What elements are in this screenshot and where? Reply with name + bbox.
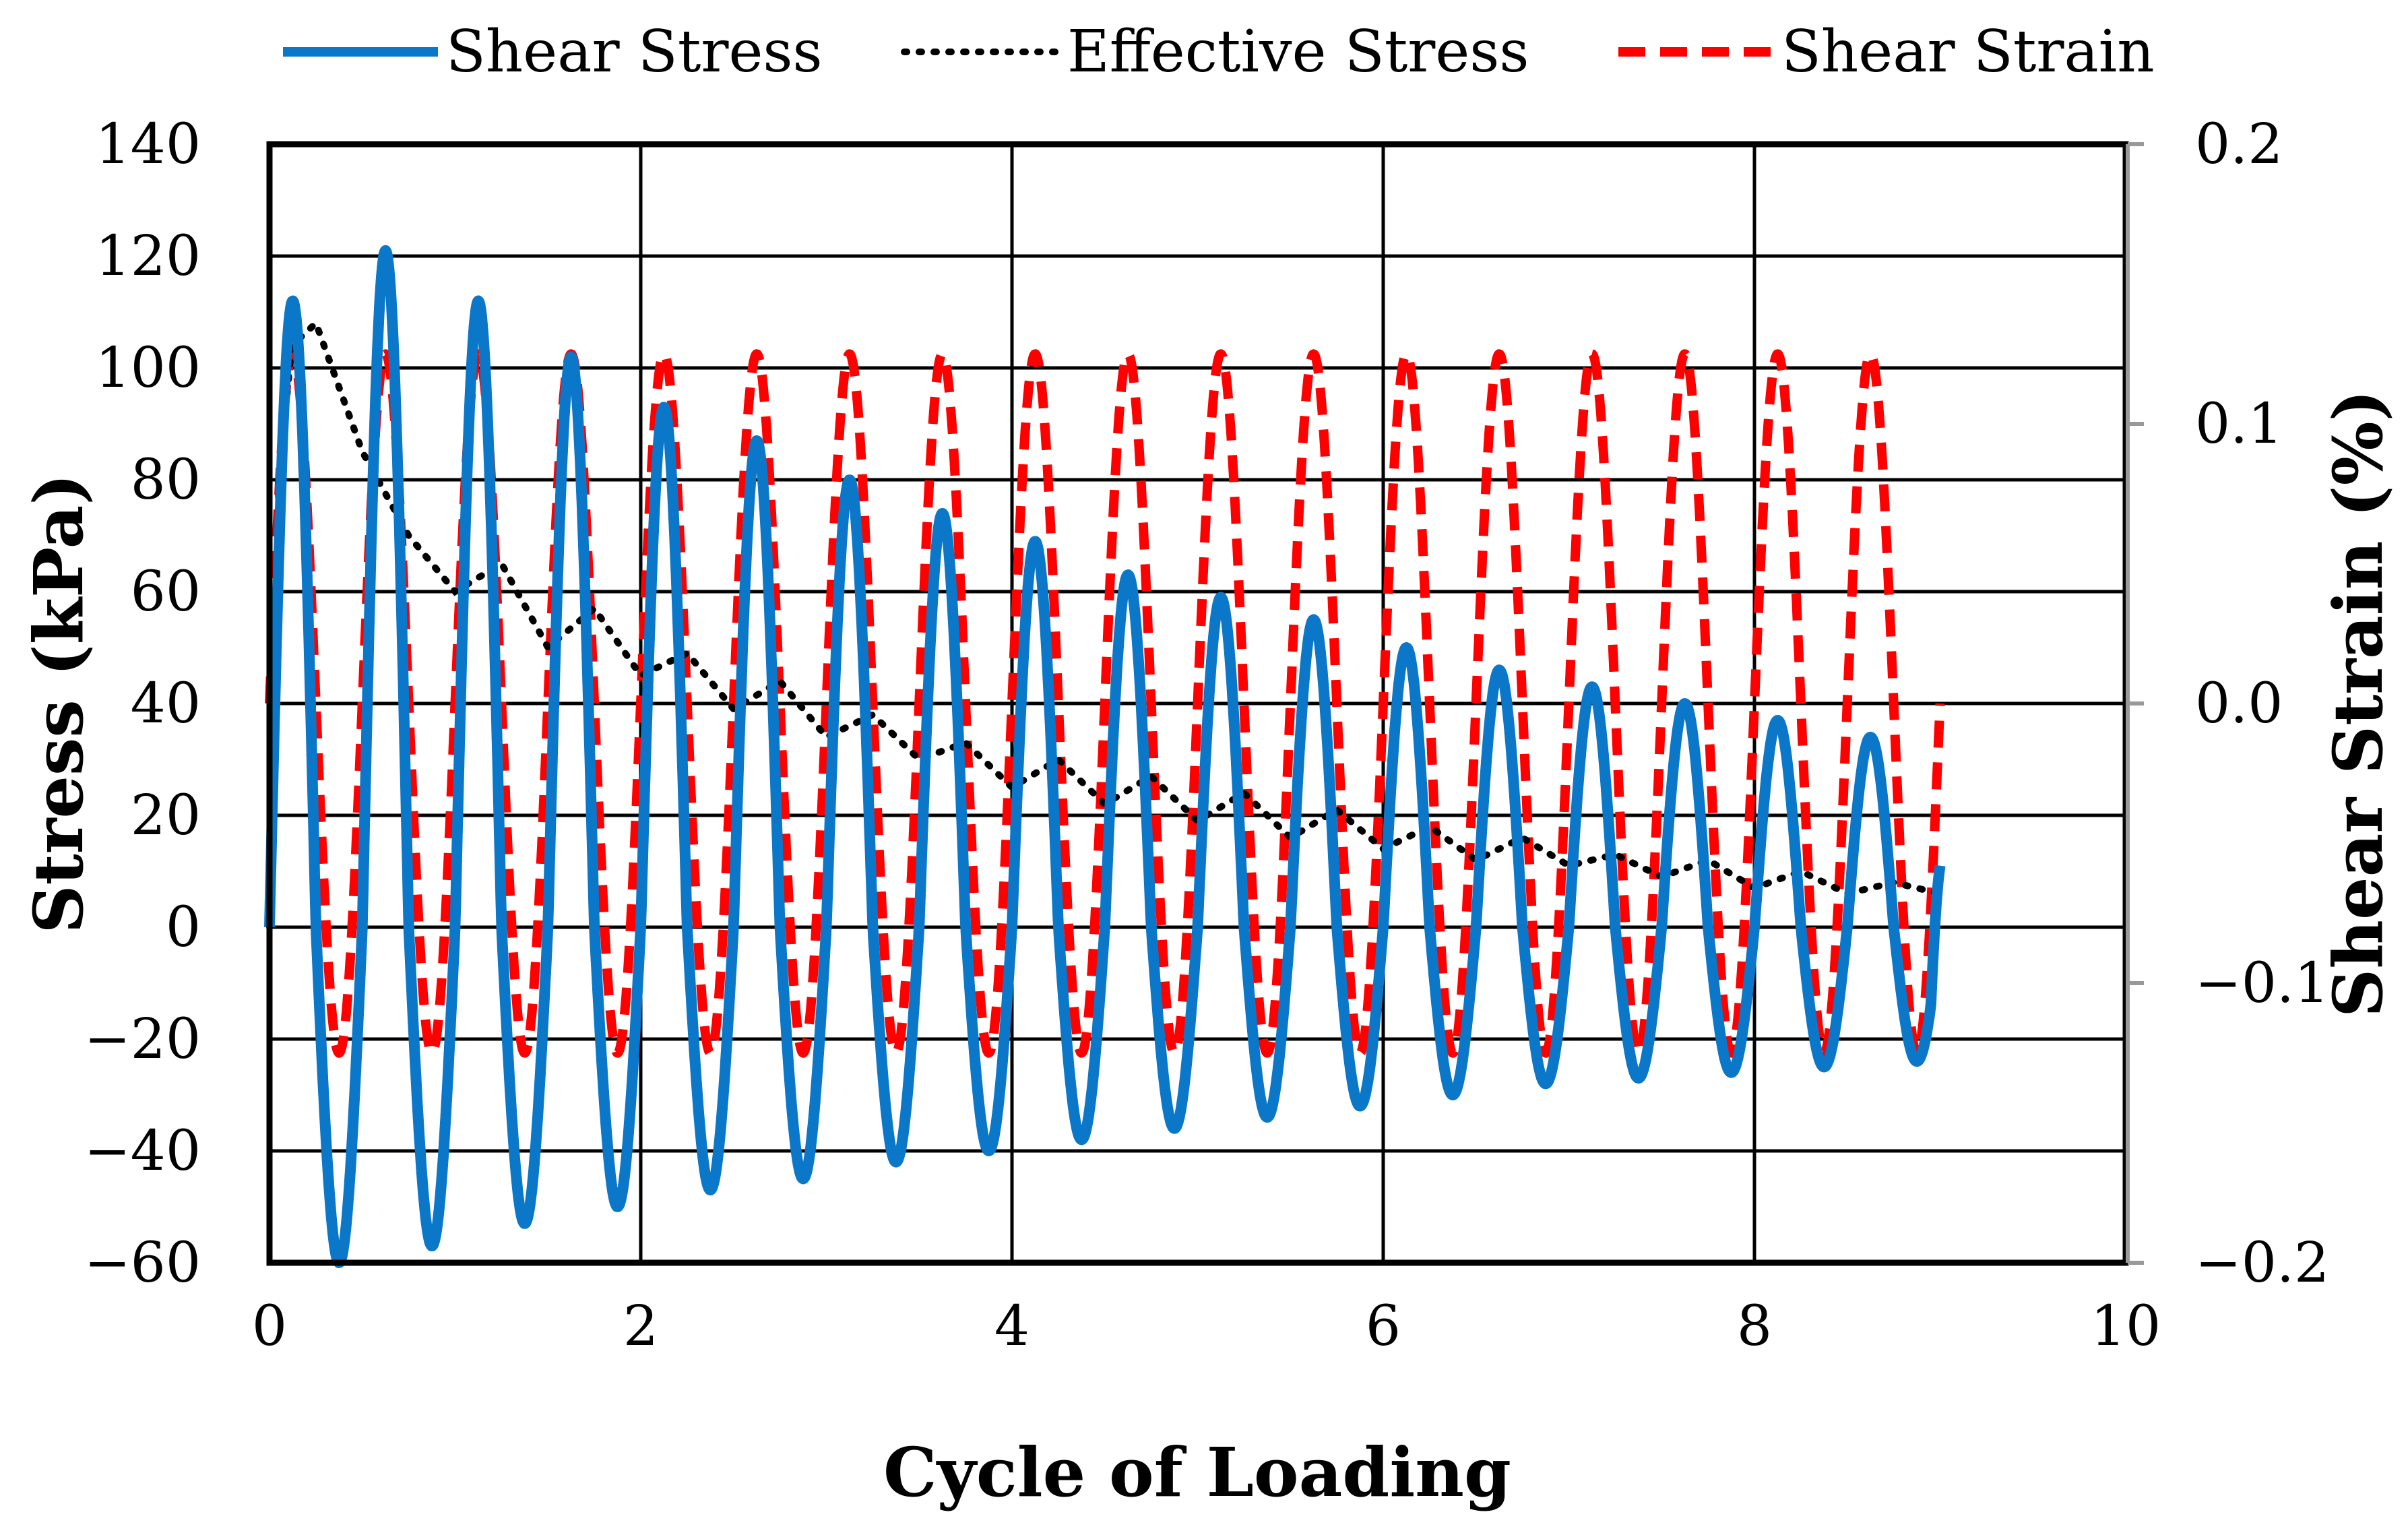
y-left-tick-label: 20: [131, 784, 201, 848]
y-right-tick-label: 0.2: [2195, 113, 2283, 177]
y-left-tick-label: −20: [84, 1007, 201, 1071]
y-left-tick-label: 140: [95, 113, 201, 177]
y-left-tick-label: 120: [95, 224, 201, 288]
y-left-axis-ticks: 140 120 100 80 60 40 20 0 −20 −40 −60: [84, 113, 201, 1295]
x-tick-label: 2: [623, 1294, 658, 1358]
x-tick-label: 6: [1366, 1294, 1401, 1358]
y-left-tick-label: 60: [131, 560, 201, 624]
y-right-axis-title: Shear Strain (%): [2318, 389, 2398, 1017]
y-right-tick-label: 0.1: [2195, 392, 2283, 456]
y-left-tick-label: 100: [95, 336, 201, 400]
x-tick-label: 4: [994, 1294, 1029, 1358]
y-right-tick-label: −0.2: [2195, 1231, 2329, 1295]
x-axis-title: Cycle of Loading: [883, 1433, 1511, 1512]
x-tick-label: 8: [1737, 1294, 1772, 1358]
y-right-axis-ticks: 0.2 0.1 0.0 −0.1 −0.2: [2128, 113, 2329, 1295]
legend-label-shear-stress: Shear Stress: [446, 18, 823, 86]
x-tick-label: 10: [2091, 1294, 2161, 1358]
y-left-tick-label: 80: [131, 448, 201, 512]
legend-label-effective-stress: Effective Stress: [1067, 18, 1529, 86]
y-left-tick-label: −40: [84, 1119, 201, 1183]
series-line-shear-strain: [265, 349, 1945, 1058]
y-left-tick-label: 0: [166, 896, 201, 960]
y-left-axis-title: Stress (kPa): [19, 473, 98, 933]
series-line-shear-stress: [264, 245, 1946, 1268]
y-left-tick-label: −60: [84, 1231, 201, 1295]
legend-label-shear-strain: Shear Strain: [1781, 18, 2155, 86]
series-line-effective-stress: [266, 317, 1944, 931]
y-left-tick-label: 40: [131, 672, 201, 736]
series-layer: [264, 245, 1946, 1268]
x-axis-ticks: 0 2 4 6 8 10: [252, 1294, 2161, 1358]
y-right-tick-label: 0.0: [2195, 672, 2283, 736]
x-tick-label: 0: [252, 1294, 287, 1358]
y-right-tick-label: −0.1: [2195, 951, 2329, 1015]
legend: Shear Stress Effective Stress Shear Stra…: [283, 18, 2155, 86]
